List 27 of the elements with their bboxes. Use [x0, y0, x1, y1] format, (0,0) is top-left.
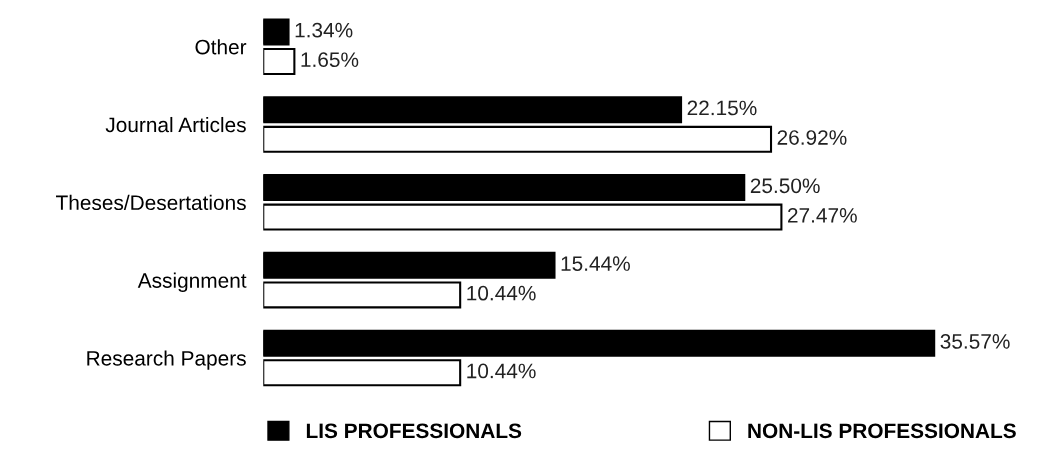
bar	[263, 125, 773, 153]
legend-label: NON-LIS PROFESSIONALS	[748, 423, 1016, 439]
data-label: 15.44%	[561, 256, 630, 271]
data-label: 26.92%	[777, 130, 847, 145]
y-tick-label: Journal Articles	[105, 116, 246, 133]
y-tick-label: Assignment	[137, 272, 247, 293]
data-label: 10.44%	[467, 363, 536, 379]
bar	[263, 203, 783, 231]
bar	[263, 251, 556, 279]
bar	[263, 359, 462, 387]
data-label: 25.50%	[750, 178, 820, 194]
bar	[263, 47, 296, 75]
data-label: 22.15%	[687, 100, 757, 116]
data-label: 27.47%	[788, 207, 857, 223]
bar	[263, 281, 462, 309]
bar	[263, 96, 683, 124]
y-tick-label: Theses/Desertations	[56, 194, 246, 211]
bar	[263, 329, 936, 357]
legend-label: LIS PROFESSIONALS	[306, 423, 522, 439]
bar	[263, 18, 290, 46]
data-label: 1.65%	[301, 52, 359, 68]
data-label: 10.44%	[467, 285, 536, 301]
y-tick-label: Research Papers	[87, 350, 246, 370]
data-label: 1.34%	[295, 22, 353, 38]
data-label: 35.57%	[940, 334, 1010, 349]
bar	[263, 174, 746, 202]
y-tick-label: Other	[195, 39, 247, 55]
